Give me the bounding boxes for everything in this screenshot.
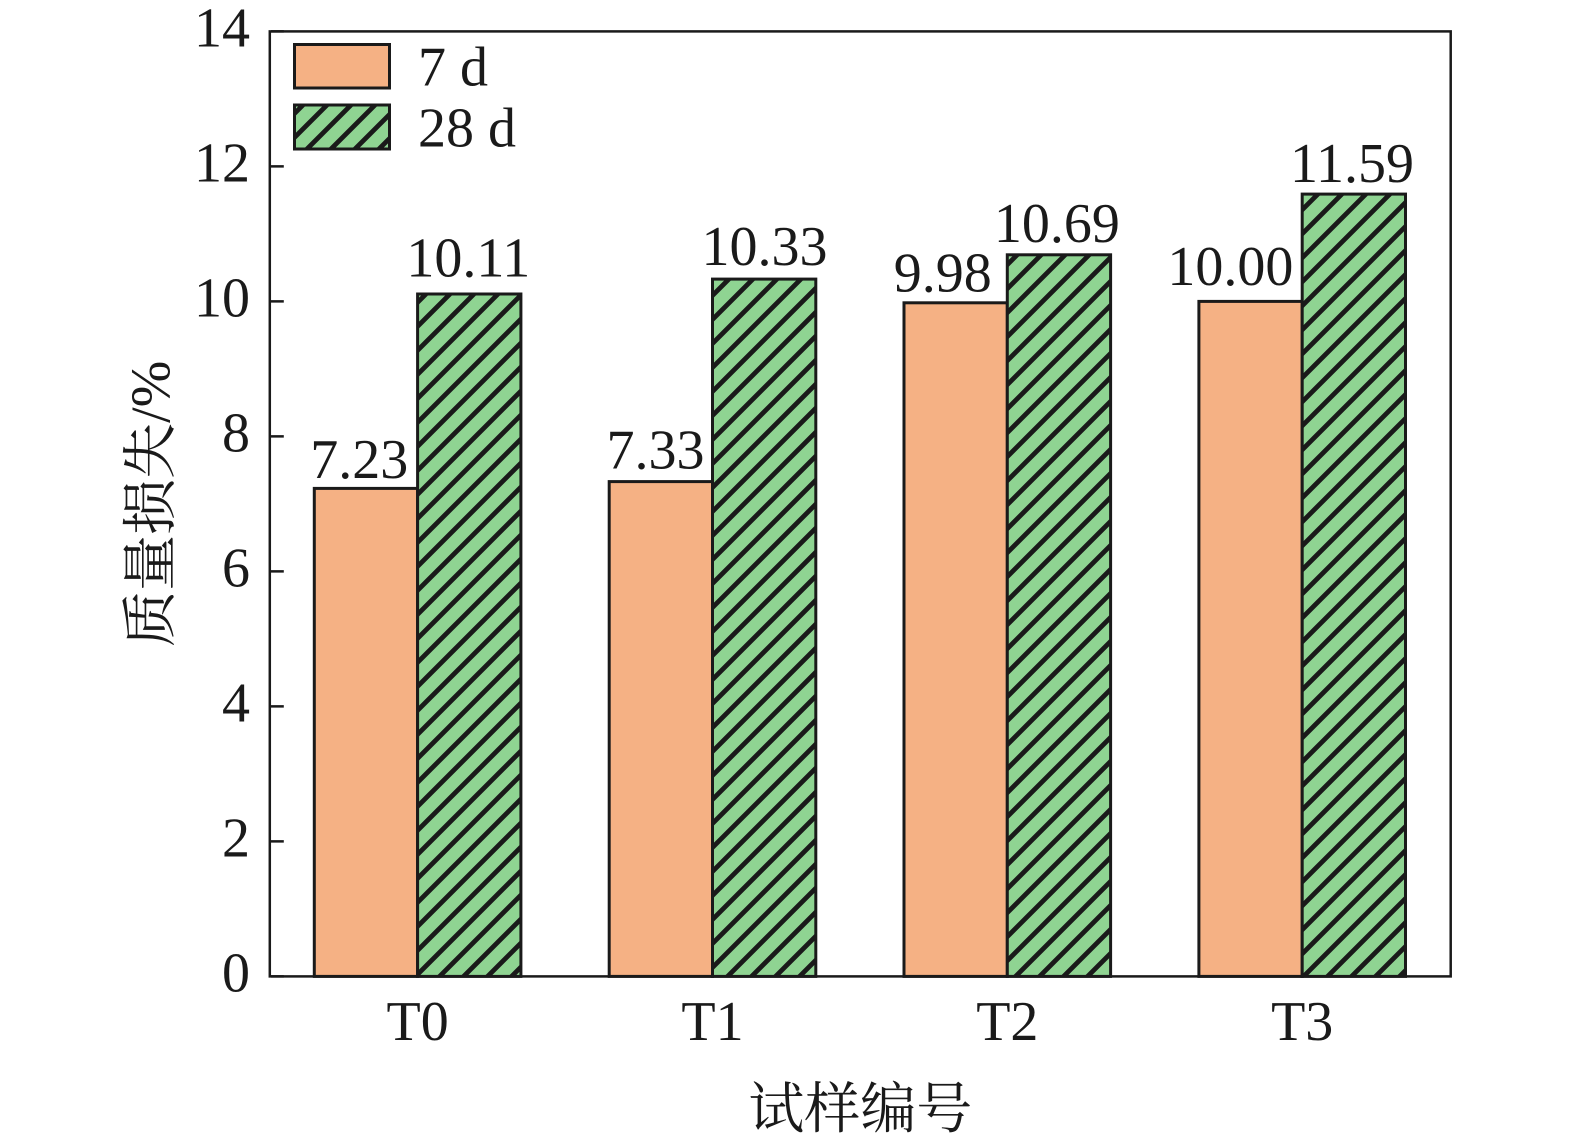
svg-text:T1: T1 [681,991,743,1053]
svg-text:T2: T2 [976,991,1038,1053]
svg-text:10.00: 10.00 [1167,236,1293,298]
svg-text:10.33: 10.33 [702,216,828,278]
svg-text:9.98: 9.98 [894,243,992,305]
svg-text:7 d: 7 d [418,37,488,99]
svg-text:4: 4 [222,672,250,734]
svg-text:10: 10 [194,267,250,329]
svg-text:12: 12 [194,132,250,194]
svg-text:7.33: 7.33 [607,420,705,482]
svg-text:2: 2 [222,807,250,869]
svg-text:7.23: 7.23 [310,429,408,491]
svg-text:0: 0 [222,942,250,1004]
svg-text:11.59: 11.59 [1290,133,1414,195]
svg-text:/%: /% [121,361,183,423]
svg-text:T3: T3 [1271,991,1333,1053]
svg-text:10.11: 10.11 [406,227,530,289]
svg-text:8: 8 [222,402,250,464]
svg-text:28 d: 28 d [418,98,516,160]
svg-text:T0: T0 [386,991,448,1053]
svg-text:14: 14 [194,0,250,59]
svg-text:10.69: 10.69 [994,193,1120,255]
svg-text:6: 6 [222,537,250,599]
